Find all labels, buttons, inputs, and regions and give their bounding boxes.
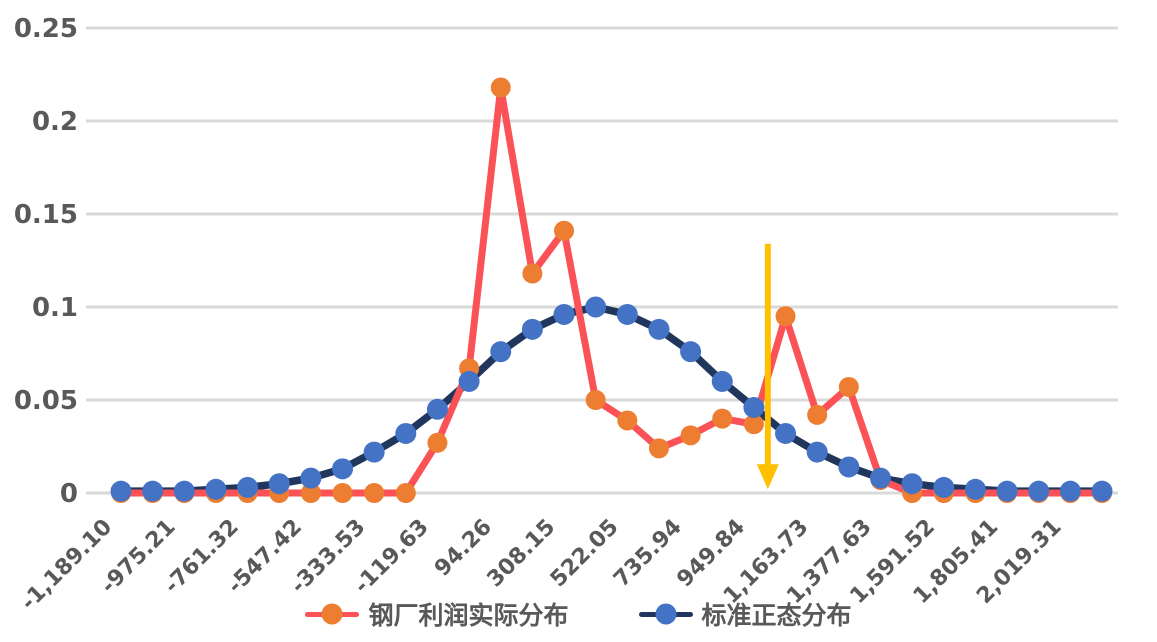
normal-series-marker xyxy=(173,480,195,502)
normal-series-marker xyxy=(490,341,512,363)
actual-series-marker xyxy=(775,306,796,327)
normal-series-marker xyxy=(806,441,828,463)
normal-series-marker xyxy=(1028,480,1050,502)
normal-series-marker xyxy=(363,441,385,463)
x-axis-tick-label: 522.05 xyxy=(546,515,624,593)
actual-series-marker xyxy=(395,483,416,503)
actual-series-marker xyxy=(522,263,543,284)
normal-series-marker xyxy=(205,478,227,500)
actual-series-marker xyxy=(712,408,733,429)
actual-series-marker xyxy=(648,438,669,459)
normal-series-marker xyxy=(1091,480,1113,502)
actual-series-marker xyxy=(300,483,321,503)
normal-series-marker xyxy=(711,370,733,392)
normal-series-marker xyxy=(300,467,322,489)
normal-series-marker xyxy=(775,422,797,444)
actual-series-marker xyxy=(743,414,764,435)
y-axis-tick-label: 0 xyxy=(60,479,78,509)
actual-series-marker xyxy=(332,483,353,503)
actual-series-marker xyxy=(617,410,638,431)
actual-series-marker xyxy=(680,425,701,446)
normal-series-marker xyxy=(142,480,164,502)
normal-series-marker xyxy=(933,476,955,498)
normal-series-marker xyxy=(553,303,575,325)
y-axis-tick-label: 0.25 xyxy=(14,14,78,44)
x-axis-tick-label: 735.94 xyxy=(609,515,687,593)
actual-series-marker xyxy=(427,432,448,453)
actual-series-marker xyxy=(585,390,606,410)
y-axis-tick-label: 0.2 xyxy=(32,107,78,137)
x-axis-tick-label: 308.15 xyxy=(483,515,561,593)
y-axis-tick-label: 0.1 xyxy=(32,293,78,323)
normal-series-marker xyxy=(964,478,986,500)
actual-series-marker xyxy=(364,483,385,503)
normal-series-marker xyxy=(426,398,448,420)
normal-series-marker xyxy=(680,341,702,363)
normal-series-marker xyxy=(648,318,670,340)
normal-series-marker xyxy=(743,396,765,418)
x-axis-tick-label: -1,189.10 xyxy=(16,515,117,616)
normal-series-marker xyxy=(110,480,132,502)
highlight-arrow-head-icon xyxy=(756,464,779,490)
normal-series-marker xyxy=(585,296,607,318)
actual-series-line xyxy=(121,84,1102,497)
normal-series-marker xyxy=(901,473,923,495)
normal-series-marker xyxy=(838,456,860,478)
normal-series-marker xyxy=(332,458,354,480)
actual-series-marker xyxy=(490,77,511,98)
actual-series-marker xyxy=(838,376,859,397)
y-axis-tick-label: 0.15 xyxy=(14,200,78,230)
normal-series-marker xyxy=(869,467,891,489)
normal-series-marker xyxy=(458,370,480,392)
actual-series-marker xyxy=(807,404,828,425)
normal-series-marker xyxy=(1059,480,1081,502)
normal-series-marker xyxy=(395,422,417,444)
y-axis-tick-label: 0.05 xyxy=(14,386,78,416)
normal-series-marker xyxy=(521,318,543,340)
actual-series-marker xyxy=(554,220,575,241)
normal-series-marker xyxy=(996,480,1018,502)
normal-series-marker xyxy=(237,476,259,498)
normal-series-marker xyxy=(616,303,638,325)
normal-series-marker xyxy=(268,473,290,495)
